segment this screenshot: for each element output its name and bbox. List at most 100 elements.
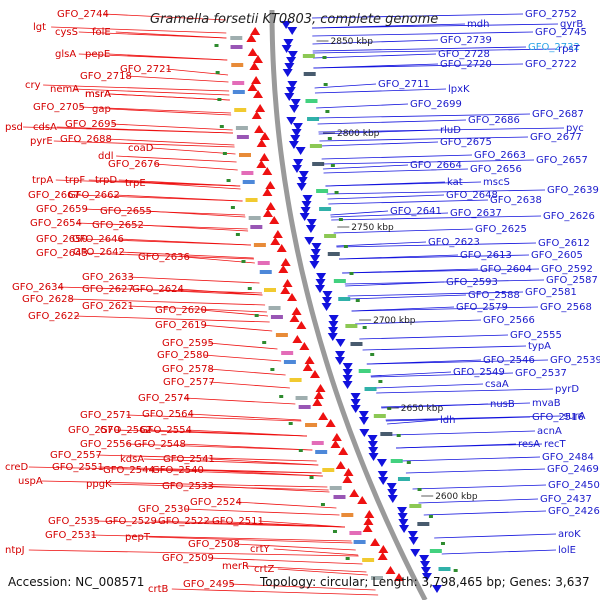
gene-label-reverse[interactable]: GFO_2623 [428,237,480,248]
gene-label-forward[interactable]: gap [92,104,111,115]
gene-label-reverse[interactable]: GFO_2728 [438,49,490,60]
gene-label-reverse[interactable]: kat [447,177,463,188]
gene-label-forward[interactable]: GFO_2721 [120,64,172,75]
gene-label-reverse[interactable]: aroK [558,529,581,540]
gene-label-forward[interactable]: GFO_2646 [72,234,124,245]
gene-label-forward[interactable]: folE [92,27,111,38]
gene-label-forward[interactable]: coaD [128,143,154,154]
gene-label-reverse[interactable]: GFO_2450 [548,480,600,491]
gene-label-forward[interactable]: GFO_2508 [188,539,240,550]
gene-label-reverse[interactable]: GFO_2663 [474,150,526,161]
gene-label-reverse[interactable]: GFO_2739 [440,35,492,46]
gene-label-reverse[interactable]: mscS [483,177,510,188]
gene-label-reverse[interactable]: pyc [566,123,584,134]
gene-label-reverse[interactable]: GFO_2752 [525,9,577,20]
gene-label-reverse[interactable]: GFO_2639 [547,185,599,196]
gene-label-reverse[interactable]: GFO_2516 [532,412,584,423]
gene-label-forward[interactable]: GFO_2620 [155,305,207,316]
gene-label-forward[interactable]: GFO_2577 [163,377,215,388]
gene-label-forward[interactable]: GFO_2522 [158,516,210,527]
gene-label-forward[interactable]: kdsA [120,454,144,465]
gene-label-forward[interactable]: GFO_2531 [45,530,97,541]
gene-label-forward[interactable]: trpA [32,175,53,186]
gene-label-forward[interactable]: trpE [125,178,146,189]
gene-label-reverse[interactable]: lpxK [448,84,470,95]
gene-label-forward[interactable]: GFO_2676 [108,159,160,170]
gene-label-forward[interactable]: GFO_2533 [162,481,214,492]
gene-label-forward[interactable]: creD [5,462,29,473]
gene-label-forward[interactable]: cysS [55,27,78,38]
gene-label-reverse[interactable]: GFO_2437 [540,494,592,505]
gene-label-forward[interactable]: GFO_2570 [68,425,120,436]
gene-label-reverse[interactable]: GFO_2677 [530,132,582,143]
gene-label-forward[interactable]: ntpJ [5,545,25,556]
gene-label-forward[interactable]: GFO_2718 [80,71,132,82]
gene-label-reverse[interactable]: surA [563,411,586,422]
gene-label-reverse[interactable]: GFO_2555 [510,330,562,341]
gene-label-forward[interactable]: GFO_2571 [80,410,132,421]
gene-label-reverse[interactable]: GFO_2546 [483,355,535,366]
gene-label-forward[interactable]: GFO_2688 [60,134,112,145]
gene-label-reverse[interactable]: GFO_2637 [450,208,502,219]
gene-label-forward[interactable]: GFO_2595 [162,338,214,349]
gene-label-forward[interactable]: GFO_2548 [134,439,186,450]
gene-label-reverse[interactable]: typA [528,341,551,352]
gene-label-forward[interactable]: GFO_2557 [50,450,102,461]
gene-label-reverse[interactable]: lolE [558,545,576,556]
gene-label-reverse[interactable]: GFO_2675 [440,137,492,148]
gene-label-forward[interactable]: GFO_2551 [52,462,104,473]
gene-label-forward[interactable]: crtZ [254,564,275,575]
gene-label-forward[interactable]: pepE [85,49,110,60]
gene-label-reverse[interactable]: rluD [440,125,461,136]
gene-label-forward[interactable]: crtY [250,544,271,555]
gene-label-forward[interactable]: GFO_2509 [162,553,214,564]
gene-label-forward[interactable]: GFO_2627 [82,284,134,295]
gene-label-reverse[interactable]: recT [544,439,567,450]
gene-label-reverse[interactable]: rpsT [558,44,581,55]
gene-label-reverse[interactable]: mdh [467,19,489,30]
gene-label-forward[interactable]: GFO_2564 [142,409,194,420]
gene-label-forward[interactable]: GFO_2535 [48,516,100,527]
gene-label-forward[interactable]: GFO_2705 [33,102,85,113]
gene-label-reverse[interactable]: GFO_2687 [532,109,584,120]
gene-label-forward[interactable]: GFO_2662 [68,190,120,201]
gene-label-forward[interactable]: GFO_2624 [132,284,184,295]
gene-label-reverse[interactable]: gyrB [560,19,583,30]
gene-label-reverse[interactable]: GFO_2579 [456,302,508,313]
gene-label-forward[interactable]: msrA [85,89,111,100]
gene-label-reverse[interactable]: GFO_2537 [515,368,567,379]
gene-label-reverse[interactable]: GFO_2587 [546,275,598,286]
gene-label-reverse[interactable]: GFO_2641 [390,206,442,217]
gene-label-forward[interactable]: merR [222,561,249,572]
gene-label-reverse[interactable]: GFO_2722 [525,59,577,70]
gene-label-reverse[interactable]: pyrD [555,384,579,395]
gene-label-forward[interactable]: GFO_2541 [163,454,215,465]
gene-label-forward[interactable]: lgt [33,22,46,33]
gene-label-reverse[interactable]: GFO_2469 [547,464,599,475]
gene-label-forward[interactable]: GFO_2524 [190,497,242,508]
gene-label-reverse[interactable]: mvaB [532,398,561,409]
gene-label-forward[interactable]: GFO_2562 [100,425,152,436]
gene-label-reverse[interactable]: ldh [440,415,455,426]
gene-label-forward[interactable]: GFO_2554 [140,425,192,436]
gene-label-forward[interactable]: GFO_2654 [30,218,82,229]
gene-label-forward[interactable]: GFO_2556 [80,439,132,450]
gene-label-reverse[interactable]: GFO_2566 [483,315,535,326]
gene-label-forward[interactable]: cdsA [33,122,57,133]
gene-label-reverse[interactable]: GFO_2745 [535,27,587,38]
gene-label-forward[interactable]: GFO_2529 [105,516,157,527]
gene-label-forward[interactable]: GFO_2655 [100,206,152,217]
gene-label-forward[interactable]: glsA [55,49,76,60]
gene-label-reverse[interactable]: nusB [490,399,515,410]
gene-label-reverse[interactable]: GFO_2593 [446,277,498,288]
gene-label-reverse[interactable]: GFO_2539 [550,355,600,366]
gene-label-forward[interactable]: GFO_2511 [212,516,264,527]
gene-label-forward[interactable]: GFO_2659 [36,204,88,215]
gene-label-forward[interactable]: GFO_2634 [12,282,64,293]
gene-label-reverse[interactable]: GFO_2720 [440,59,492,70]
gene-label-forward[interactable]: uspA [18,476,43,487]
gene-label-forward[interactable]: GFO_2574 [138,393,190,404]
gene-label-forward[interactable]: GFO_2622 [28,311,80,322]
gene-label-reverse[interactable]: GFO_2612 [538,238,590,249]
gene-label-reverse[interactable]: GFO_2604 [480,264,532,275]
